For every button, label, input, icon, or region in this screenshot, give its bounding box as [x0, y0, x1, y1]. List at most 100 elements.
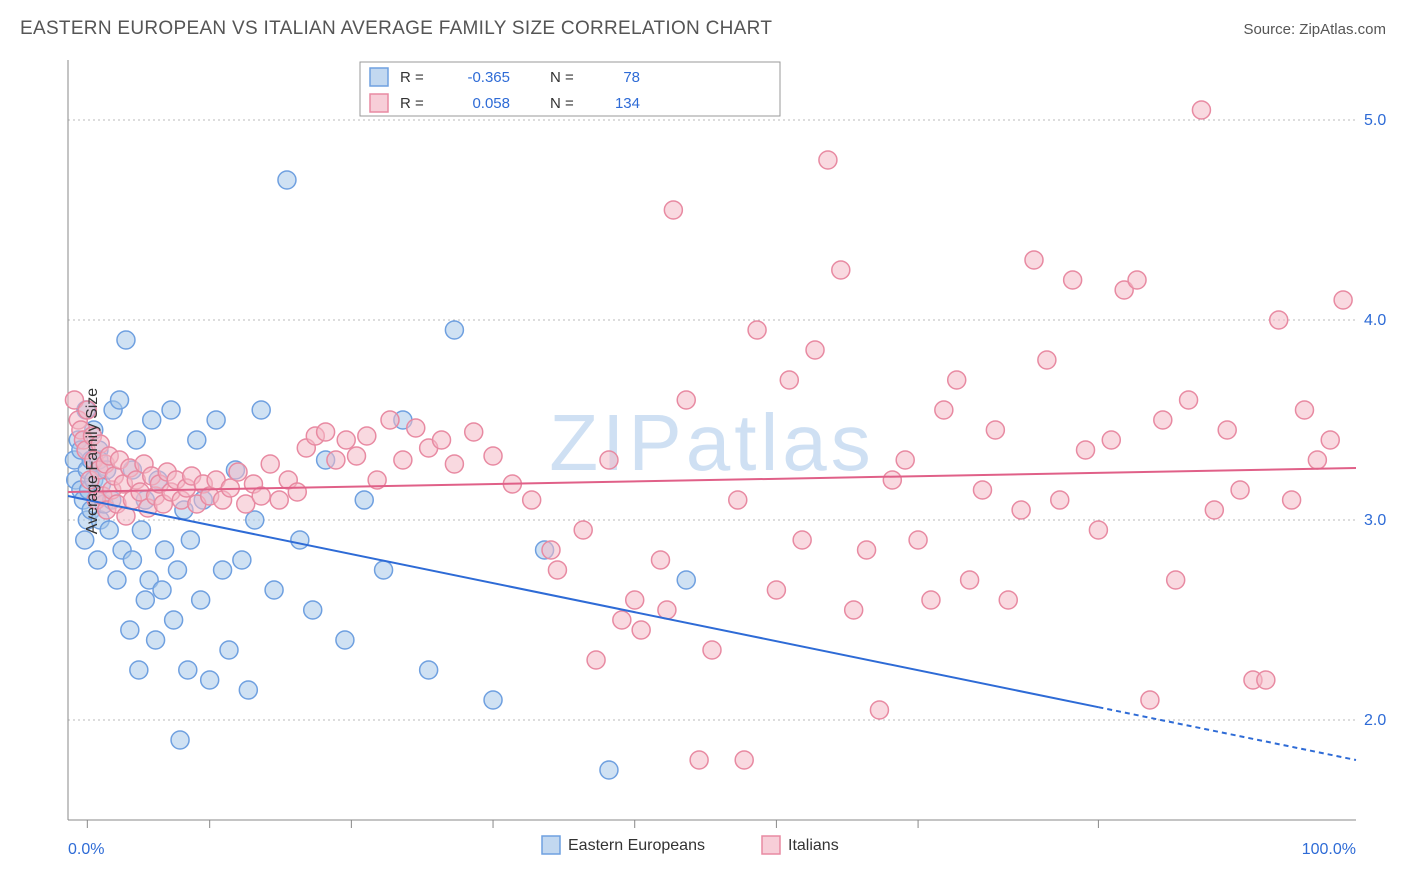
scatter-point	[1283, 491, 1301, 509]
scatter-point	[89, 551, 107, 569]
legend-series-label: Italians	[788, 837, 839, 854]
scatter-point	[767, 581, 785, 599]
legend-swatch	[370, 68, 388, 86]
scatter-point	[130, 661, 148, 679]
scatter-point	[143, 411, 161, 429]
scatter-point	[233, 551, 251, 569]
scatter-point	[188, 431, 206, 449]
scatter-point	[1038, 351, 1056, 369]
legend-r-value: -0.365	[467, 69, 510, 86]
legend-swatch	[370, 94, 388, 112]
y-tick-label: 2.00	[1364, 712, 1386, 729]
scatter-point	[261, 455, 279, 473]
legend-swatch	[762, 836, 780, 854]
scatter-point	[806, 341, 824, 359]
scatter-point	[587, 651, 605, 669]
chart-source: Source: ZipAtlas.com	[1243, 21, 1386, 38]
legend-swatch	[542, 836, 560, 854]
scatter-point	[165, 611, 183, 629]
legend-n-value: 134	[615, 95, 640, 112]
scatter-point	[201, 671, 219, 689]
correlation-scatter-chart: 2.003.004.005.000.0%100.0%ZIPatlasR =-0.…	[20, 50, 1386, 872]
scatter-point	[664, 201, 682, 219]
chart-header: EASTERN EUROPEAN VS ITALIAN AVERAGE FAMI…	[0, 0, 1406, 48]
scatter-point	[1077, 441, 1095, 459]
scatter-point	[1321, 431, 1339, 449]
scatter-point	[288, 483, 306, 501]
scatter-point	[1180, 391, 1198, 409]
y-axis-label: Average Family Size	[84, 388, 102, 534]
scatter-point	[156, 541, 174, 559]
scatter-point	[690, 751, 708, 769]
scatter-point	[600, 451, 618, 469]
scatter-point	[265, 581, 283, 599]
scatter-point	[523, 491, 541, 509]
scatter-point	[117, 331, 135, 349]
scatter-point	[858, 541, 876, 559]
scatter-point	[677, 571, 695, 589]
y-tick-label: 4.00	[1364, 312, 1386, 329]
chart-title: EASTERN EUROPEAN VS ITALIAN AVERAGE FAMI…	[20, 18, 772, 40]
scatter-point	[171, 731, 189, 749]
scatter-point	[1012, 501, 1030, 519]
scatter-point	[1192, 101, 1210, 119]
scatter-point	[935, 401, 953, 419]
scatter-point	[181, 531, 199, 549]
scatter-point	[1295, 401, 1313, 419]
scatter-point	[348, 447, 366, 465]
scatter-point	[1334, 291, 1352, 309]
scatter-point	[132, 521, 150, 539]
scatter-point	[291, 531, 309, 549]
scatter-point	[748, 321, 766, 339]
scatter-point	[207, 411, 225, 429]
scatter-point	[548, 561, 566, 579]
scatter-point	[465, 423, 483, 441]
scatter-point	[136, 591, 154, 609]
trend-line-extrapolated	[1098, 707, 1356, 760]
scatter-point	[375, 561, 393, 579]
scatter-point	[304, 601, 322, 619]
scatter-point	[358, 427, 376, 445]
scatter-point	[162, 401, 180, 419]
scatter-point	[381, 411, 399, 429]
scatter-point	[1025, 251, 1043, 269]
scatter-point	[922, 591, 940, 609]
scatter-point	[317, 423, 335, 441]
scatter-point	[192, 591, 210, 609]
scatter-point	[1051, 491, 1069, 509]
scatter-point	[1270, 311, 1288, 329]
scatter-point	[445, 321, 463, 339]
scatter-point	[111, 391, 129, 409]
chart-container: Average Family Size 2.003.004.005.000.0%…	[20, 50, 1386, 872]
scatter-point	[168, 561, 186, 579]
scatter-point	[246, 511, 264, 529]
scatter-point	[574, 521, 592, 539]
scatter-point	[147, 631, 165, 649]
scatter-point	[1128, 271, 1146, 289]
scatter-point	[1167, 571, 1185, 589]
y-tick-label: 3.00	[1364, 512, 1386, 529]
scatter-point	[252, 401, 270, 419]
scatter-point	[108, 571, 126, 589]
scatter-point	[1089, 521, 1107, 539]
scatter-point	[870, 701, 888, 719]
scatter-point	[729, 491, 747, 509]
scatter-point	[542, 541, 560, 559]
scatter-point	[909, 531, 927, 549]
scatter-point	[632, 621, 650, 639]
scatter-point	[986, 421, 1004, 439]
scatter-point	[780, 371, 798, 389]
scatter-point	[735, 751, 753, 769]
scatter-point	[123, 551, 141, 569]
scatter-point	[1064, 271, 1082, 289]
scatter-point	[355, 491, 373, 509]
y-tick-label: 5.00	[1364, 112, 1386, 129]
scatter-point	[1102, 431, 1120, 449]
scatter-point	[239, 681, 257, 699]
scatter-point	[278, 171, 296, 189]
scatter-point	[229, 463, 247, 481]
scatter-point	[1218, 421, 1236, 439]
scatter-point	[1257, 671, 1275, 689]
scatter-point	[433, 431, 451, 449]
legend-r-value: 0.058	[472, 95, 510, 112]
